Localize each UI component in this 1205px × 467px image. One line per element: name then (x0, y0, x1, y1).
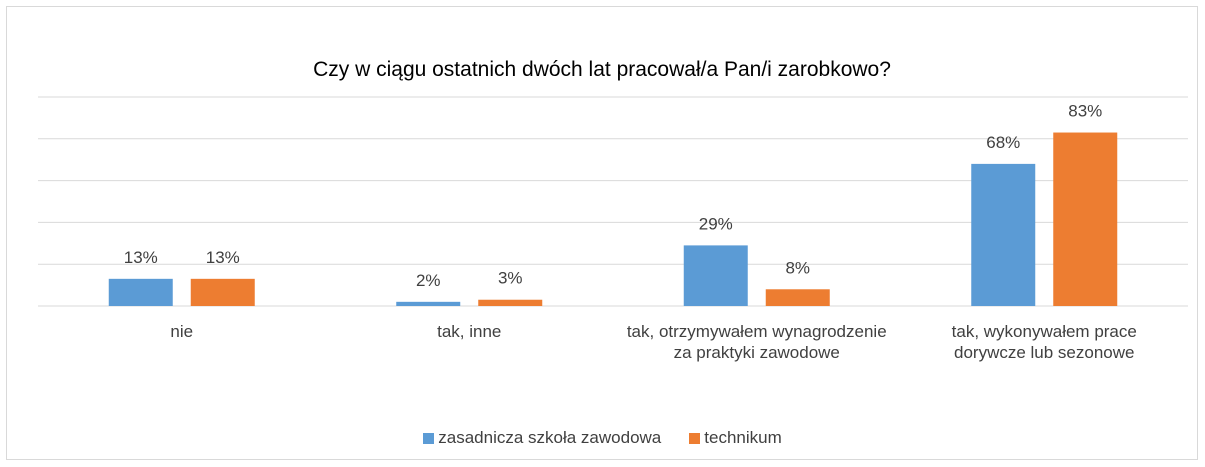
bar (108, 278, 173, 306)
legend-label: zasadnicza szkoła zawodowa (438, 428, 662, 447)
data-label: 83% (1068, 102, 1102, 121)
legend-item: technikum (689, 428, 782, 448)
legend: zasadnicza szkoła zawodowa technikum (0, 428, 1205, 448)
data-label: 2% (416, 271, 441, 290)
x-tick-label: tak, inne (437, 322, 502, 341)
bar (478, 299, 543, 306)
data-label: 3% (498, 269, 523, 288)
bar (765, 289, 830, 306)
data-label: 13% (124, 248, 158, 267)
bar (1053, 132, 1118, 306)
bar (190, 278, 255, 306)
legend-swatch (689, 432, 701, 444)
legend-item: zasadnicza szkoła zawodowa (423, 428, 661, 448)
data-label: 29% (699, 214, 733, 233)
data-label: 13% (206, 248, 240, 267)
x-tick-label: nie (170, 322, 194, 341)
chart-title: Czy w ciągu ostatnich dwóch lat pracował… (313, 58, 891, 81)
bar (683, 245, 748, 306)
data-label: 68% (986, 133, 1020, 152)
data-label: 8% (785, 258, 810, 277)
legend-swatch (423, 432, 435, 444)
x-tick-label: tak, wykonywałem prace dorywcze lub sezo… (951, 322, 1137, 362)
bar (396, 301, 461, 306)
legend-label: technikum (704, 428, 782, 447)
bar (971, 163, 1036, 306)
chart-frame (6, 6, 1198, 460)
x-tick-label: tak, otrzymywałem wynagrodzenie za prakt… (626, 322, 887, 362)
